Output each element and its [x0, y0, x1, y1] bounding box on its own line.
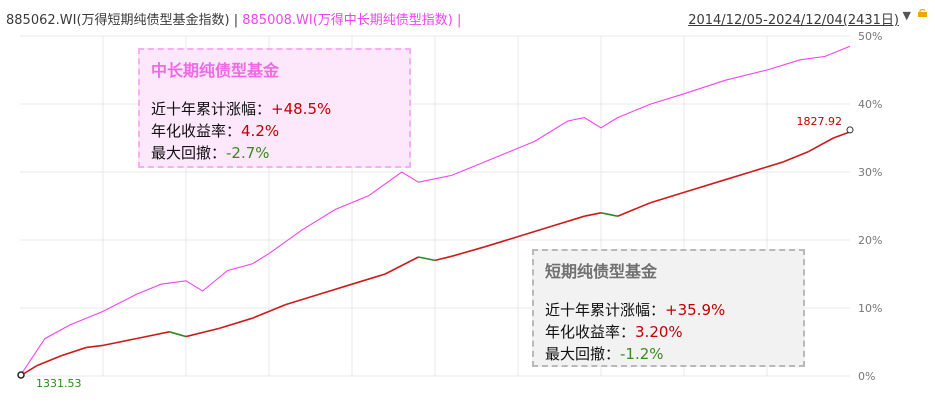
- y-tick-label: 50%: [858, 30, 882, 43]
- series-segment-short: [683, 181, 718, 194]
- series-segment-short: [136, 331, 170, 340]
- annualized-return-label: 年化收益率：: [151, 122, 242, 140]
- series-segment-short: [418, 256, 436, 262]
- short-fund-title: 短期纯债型基金: [545, 262, 658, 281]
- annualized-return-value: 3.20%: [635, 323, 683, 341]
- series-segment-short: [451, 246, 486, 258]
- series-segment-short: [285, 293, 320, 306]
- end-value-label: 1827.92: [797, 115, 843, 128]
- cumulative-return-row: 近十年累计涨幅：+35.9%: [545, 299, 725, 320]
- series-segment-short: [36, 354, 62, 367]
- series-segment-short: [484, 235, 519, 248]
- index-header: 885062.WI(万得短期纯债型基金指数) | 885008.WI(万得中长期…: [6, 9, 461, 28]
- y-tick-label: 30%: [858, 166, 882, 179]
- series-segment-short: [808, 137, 834, 153]
- series-segment-short: [833, 131, 851, 139]
- series-segment-short: [351, 273, 386, 285]
- max-drawdown-row: 最大回撤：-1.2%: [545, 343, 664, 364]
- series-segment-short: [550, 215, 585, 228]
- mid-long-fund-summary: 中长期纯债型基金 近十年累计涨幅：+48.5% 年化收益率：4.2% 最大回撤：…: [138, 48, 411, 168]
- series-segment-short: [61, 346, 87, 357]
- series-segment-short: [318, 283, 353, 296]
- max-drawdown-value: -1.2%: [620, 345, 664, 363]
- header-separator-2: |: [457, 13, 462, 28]
- series-segment-short: [218, 317, 253, 330]
- annualized-return-value: 4.2%: [241, 122, 280, 140]
- cumulative-return-value: +48.5%: [271, 100, 332, 118]
- cumulative-return-label: 近十年累计涨幅：: [545, 301, 666, 319]
- series-segment-short: [650, 191, 685, 204]
- y-tick-label: 40%: [858, 98, 882, 111]
- y-tick-label: 20%: [858, 234, 882, 247]
- series-segment-short: [783, 150, 809, 163]
- annualized-return-row: 年化收益率：4.2%: [151, 120, 279, 141]
- series-segment-short: [252, 303, 286, 319]
- start-marker: [17, 371, 25, 379]
- series-line-mid-long: [19, 45, 851, 377]
- chevron-down-icon[interactable]: ▼: [902, 9, 911, 22]
- series-segment-short: [600, 212, 618, 217]
- cumulative-return-row: 近十年累计涨幅：+48.5%: [151, 98, 331, 119]
- short-fund-summary: 短期纯债型基金 近十年累计涨幅：+35.9% 年化收益率：3.20% 最大回撤：…: [532, 249, 805, 367]
- annualized-return-label: 年化收益率：: [545, 323, 636, 341]
- header-separator: |: [233, 13, 239, 28]
- end-marker: [846, 126, 854, 134]
- series-segment-short: [617, 201, 652, 217]
- y-tick-label: 10%: [858, 302, 882, 315]
- series-segment-short: [102, 337, 137, 347]
- lock-icon[interactable]: [918, 9, 927, 17]
- index-code-short[interactable]: 885062.WI(万得短期纯债型基金指数): [6, 13, 230, 28]
- series-segment-short: [384, 256, 419, 275]
- max-drawdown-label: 最大回撤：: [545, 345, 621, 363]
- y-tick-label: 0%: [858, 370, 875, 383]
- start-value-label: 1331.53: [36, 377, 82, 390]
- annualized-return-row: 年化收益率：3.20%: [545, 321, 683, 342]
- series-segment-short: [517, 225, 552, 238]
- max-drawdown-value: -2.7%: [226, 144, 270, 162]
- series-segment-short: [169, 331, 187, 338]
- series-segment-short: [434, 255, 452, 262]
- series-segment-short: [185, 327, 220, 338]
- cumulative-return-label: 近十年累计涨幅：: [151, 100, 272, 118]
- series-segment-short: [86, 344, 104, 349]
- series-segment-short: [750, 161, 784, 173]
- date-range-selector[interactable]: 2014/12/05-2024/12/04(2431日): [688, 13, 899, 28]
- series-segment-short: [584, 212, 602, 217]
- mid-long-fund-title: 中长期纯债型基金: [151, 61, 280, 80]
- series-segment-short: [716, 171, 751, 183]
- index-code-mid-long[interactable]: 885008.WI(万得中长期纯债型指数): [242, 13, 453, 28]
- max-drawdown-row: 最大回撤：-2.7%: [151, 142, 270, 163]
- max-drawdown-label: 最大回撤：: [151, 144, 227, 162]
- cumulative-return-value: +35.9%: [665, 301, 726, 319]
